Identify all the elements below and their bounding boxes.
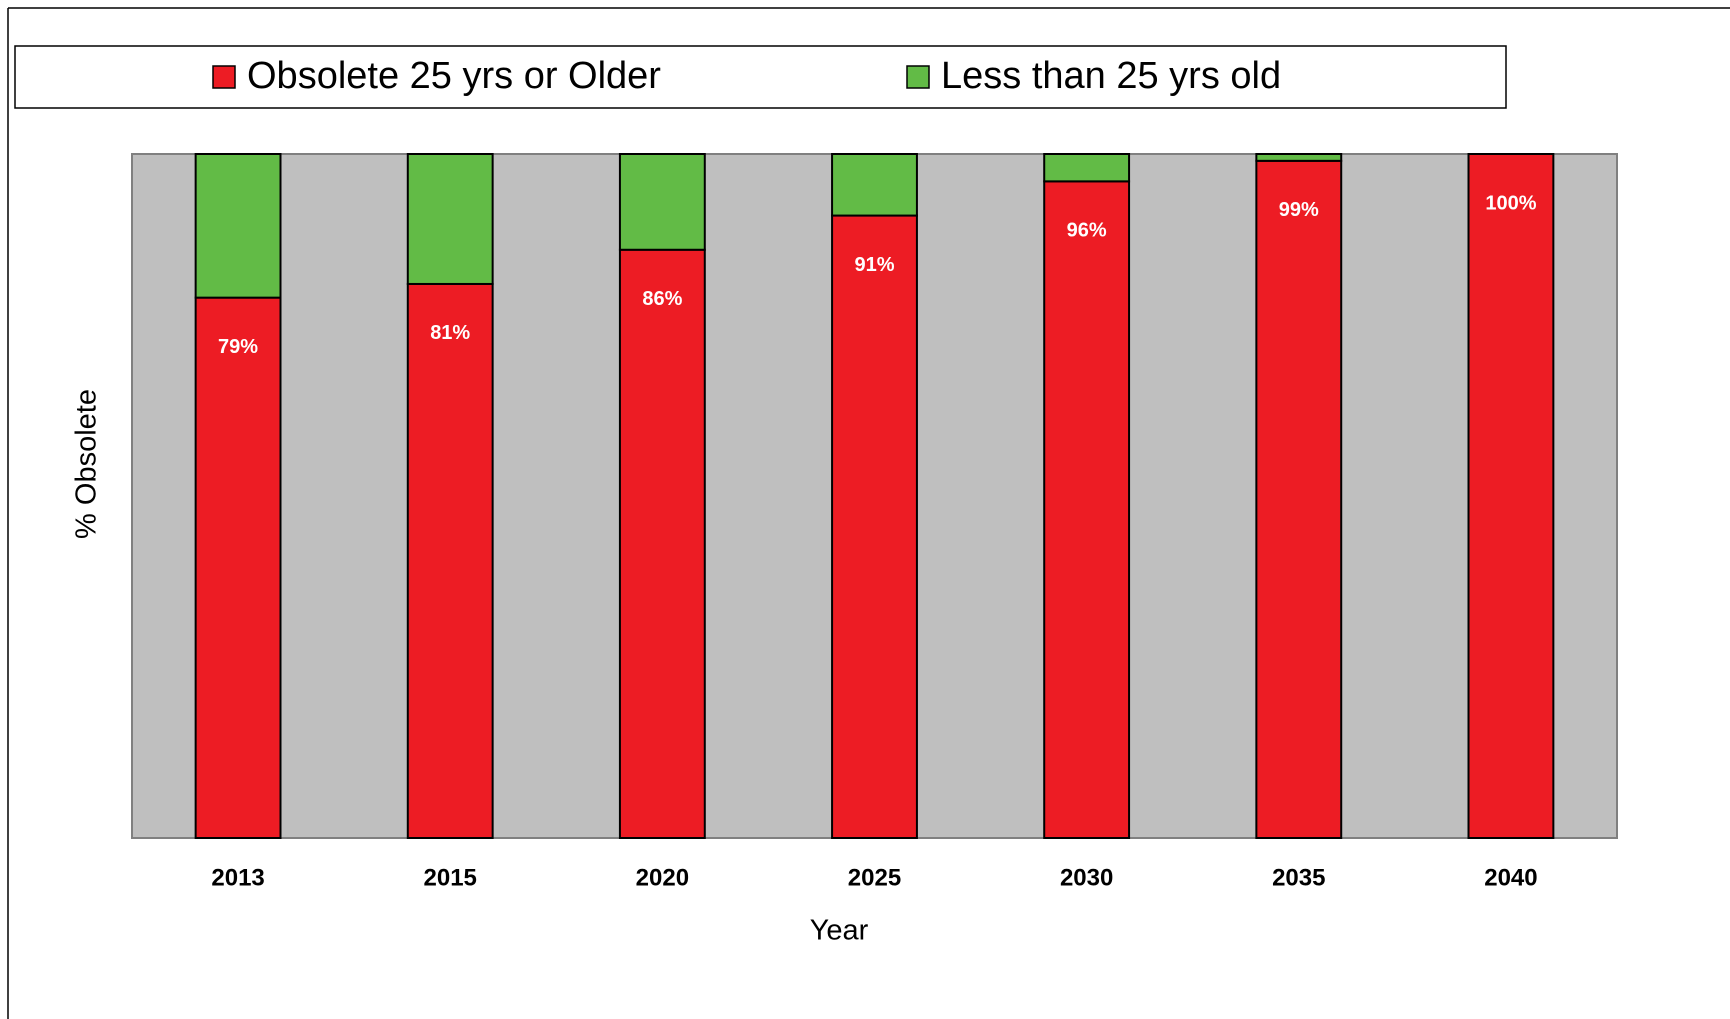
bar-segment	[406, 153, 494, 285]
x-tick-label: 2020	[636, 864, 689, 891]
bar-segment	[194, 296, 282, 839]
bar-segment	[618, 248, 706, 839]
x-tick-label: 2013	[211, 864, 264, 891]
data-label: 99%	[1279, 199, 1319, 221]
bar-segment	[1043, 180, 1131, 840]
data-label: 79%	[218, 336, 258, 358]
data-label: 100%	[1485, 192, 1536, 214]
data-label: 86%	[642, 288, 682, 310]
data-label: 96%	[1067, 220, 1107, 242]
legend	[14, 45, 1507, 109]
bar-segment	[1255, 159, 1343, 839]
bar-segment	[618, 153, 706, 251]
x-tick-label: 2015	[424, 864, 477, 891]
bar-segment	[831, 214, 918, 839]
x-tick-label: 2040	[1484, 864, 1537, 891]
bar-segment	[831, 153, 918, 217]
legend-swatch	[212, 65, 236, 89]
x-axis-label: Year	[810, 915, 869, 947]
bar-segment	[1043, 153, 1131, 183]
y-axis-label: % Obsolete	[71, 389, 103, 539]
bar-segment	[1467, 153, 1555, 839]
data-label: 91%	[854, 254, 894, 276]
x-tick-label: 2035	[1272, 864, 1325, 891]
x-tick-label: 2025	[848, 864, 901, 891]
x-tick-label: 2030	[1060, 864, 1113, 891]
legend-label: Less than 25 yrs old	[941, 55, 1281, 97]
legend-swatch	[906, 65, 930, 89]
data-label: 81%	[430, 322, 470, 344]
bar-segment	[406, 282, 494, 839]
bar-segment	[194, 153, 282, 299]
bar-segment	[1255, 153, 1343, 162]
legend-label: Obsolete 25 yrs or Older	[247, 55, 661, 97]
